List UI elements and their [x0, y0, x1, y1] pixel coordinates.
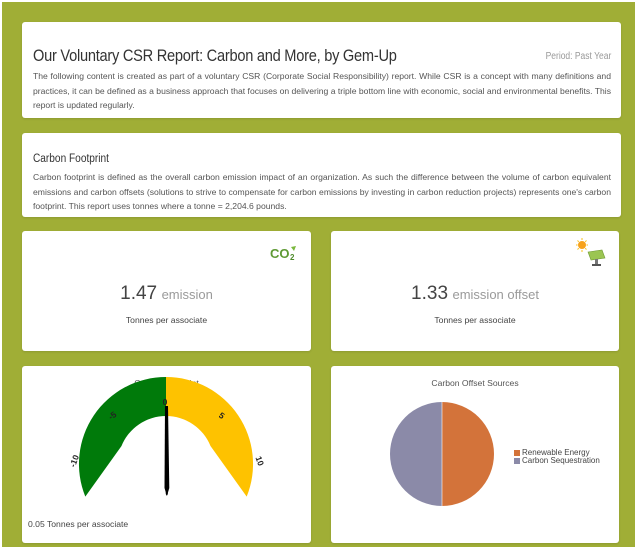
- gauge-footer-label: 0.05 Tonnes per associate: [28, 519, 129, 529]
- offset-kpi-card: 1.33 emission offset Tonnes per associat…: [331, 231, 619, 351]
- page-title: Our Voluntary CSR Report: Carbon and Mor…: [33, 46, 397, 65]
- offset-sub-label: Tonnes per associate: [434, 315, 516, 325]
- emission-kpi: 1.47 emission: [22, 283, 311, 305]
- carbon-offset-sources-card: Carbon Offset Sources Renewable Energy C…: [331, 366, 619, 543]
- period-label: Period: Past Year: [545, 51, 611, 62]
- gauge-tick-10: 10: [254, 455, 267, 468]
- gauge-tick-5: 5: [217, 410, 227, 421]
- offset-unit: emission offset: [452, 287, 539, 302]
- pie-legend: Renewable Energy Carbon Sequestration: [514, 449, 600, 465]
- legend-label-sequestration: Carbon Sequestration: [522, 456, 600, 465]
- legend-swatch-sequestration: [514, 458, 520, 464]
- footprint-description: Carbon footprint is defined as the overa…: [33, 172, 611, 211]
- offset-kpi: 1.33 emission offset: [331, 283, 619, 305]
- gauge-tick-neg10: -10: [67, 453, 81, 468]
- carbon-footprint-gauge-card: Carbon Footprint 0 -5 5 -10 10 0.05 Tonn…: [22, 366, 311, 543]
- emission-kpi-card: CO 2 1.47 emission Tonnes per associate: [22, 231, 311, 351]
- pie-slice-carbon-sequestration[interactable]: [390, 402, 442, 506]
- legend-item-renewable-energy[interactable]: Renewable Energy: [514, 449, 600, 457]
- gauge-band-negative: [78, 377, 166, 497]
- footprint-info-card: Carbon Footprint Carbon footprint is def…: [22, 133, 621, 217]
- co2-icon: CO 2: [270, 245, 298, 262]
- solar-panel-icon: [576, 238, 606, 268]
- report-header-card: Our Voluntary CSR Report: Carbon and Mor…: [22, 22, 621, 118]
- carbon-footprint-gauge: 0 -5 5 -10 10: [67, 377, 267, 497]
- footprint-section-title: Carbon Footprint: [33, 153, 109, 165]
- emission-value: 1.47: [120, 283, 158, 304]
- svg-text:2: 2: [290, 253, 295, 261]
- legend-item-carbon-sequestration[interactable]: Carbon Sequestration: [514, 457, 600, 465]
- svg-text:CO: CO: [270, 246, 290, 261]
- pie-slice-renewable-energy[interactable]: [442, 402, 494, 506]
- pie-title: Carbon Offset Sources: [431, 378, 519, 388]
- offset-value: 1.33: [411, 283, 449, 304]
- gauge-tick-0: 0: [163, 397, 168, 407]
- carbon-offset-pie-chart: [390, 402, 494, 506]
- emission-sub-label: Tonnes per associate: [125, 315, 208, 325]
- emission-unit: emission: [161, 287, 213, 302]
- report-description: The following content is created as part…: [33, 71, 611, 110]
- legend-swatch-renewable: [514, 450, 520, 456]
- gauge-band-positive: [166, 377, 254, 497]
- legend-label-renewable: Renewable Energy: [522, 448, 590, 457]
